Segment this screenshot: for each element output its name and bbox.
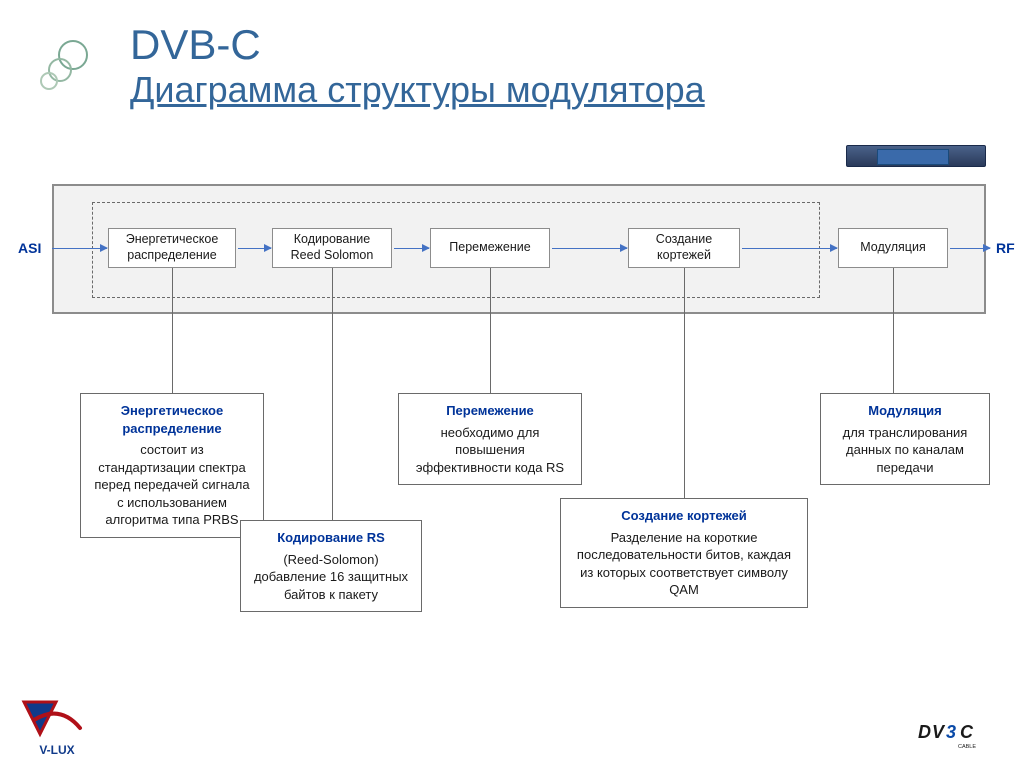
title-main: DVB-C [130,22,705,68]
desc-box-d_rs: Кодирование RS (Reed-Solomon) добавление … [240,520,422,612]
desc-title: Модуляция [831,402,979,420]
desc-title: Кодирование RS [251,529,411,547]
flow-arrow [742,248,837,249]
desc-body: (Reed-Solomon) добавление 16 защитных ба… [254,552,408,602]
flow-arrow [950,248,990,249]
flow-box-tuples: Созданиекортежей [628,228,740,268]
flow-arrow [238,248,271,249]
desc-body: Разделение на короткие последовательност… [577,530,791,598]
connector-line [684,268,685,498]
desc-box-d_tuples: Создание кортежей Разделение на короткие … [560,498,808,608]
title-sub: Диаграмма структуры модулятора [130,68,705,111]
flow-arrow [394,248,429,249]
desc-box-d_interlv: Перемежение необходимо для повышения эффе… [398,393,582,485]
device-image [846,145,986,167]
connector-line [490,268,491,393]
connector-line [332,268,333,520]
output-label: RF [996,240,1015,256]
input-label: ASI [18,240,41,256]
flow-box-energy: Энергетическоераспределение [108,228,236,268]
svg-text:D: D [918,722,931,742]
desc-box-d_mod: Модуляция для транслирования данных по ка… [820,393,990,485]
connector-line [893,268,894,393]
desc-title: Энергетическое распределение [91,402,253,437]
flow-arrow [552,248,627,249]
desc-title: Создание кортежей [571,507,797,525]
desc-box-d_energy: Энергетическое распределение состоит из с… [80,393,264,538]
vlux-logo: V-LUX [20,698,94,758]
desc-title: Перемежение [409,402,571,420]
svg-text:3: 3 [946,722,956,742]
flow-arrow [52,248,107,249]
desc-body: состоит из стандартизации спектра перед … [94,442,249,527]
desc-body: для транслирования данных по каналам пер… [843,425,968,475]
svg-text:CABLE: CABLE [958,744,976,750]
flow-box-mod: Модуляция [838,228,948,268]
flow-box-interlv: Перемежение [430,228,550,268]
desc-body: необходимо для повышения эффективности к… [416,425,564,475]
svg-text:V: V [932,722,946,742]
svg-text:C: C [960,722,974,742]
deco-circle [40,72,58,90]
flow-box-rs: КодированиеReed Solomon [272,228,392,268]
dvbc-logo: D V 3 C CABLE [918,722,988,750]
connector-line [172,268,173,393]
slide-title-block: DVB-C Диаграмма структуры модулятора [130,22,705,111]
svg-text:V-LUX: V-LUX [39,743,74,757]
